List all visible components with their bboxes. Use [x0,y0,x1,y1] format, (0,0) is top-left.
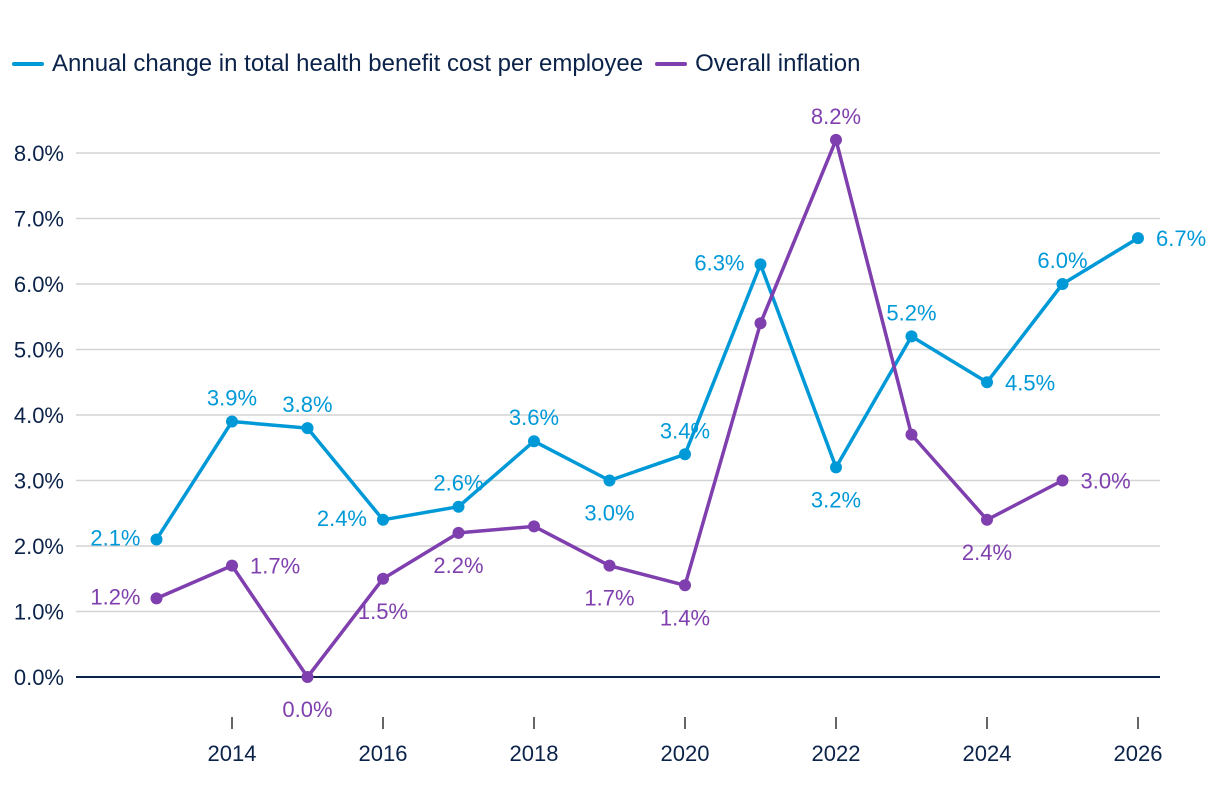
data-label-health-cost: 3.8% [282,392,332,417]
x-axis: 2014 2016 2018 2020 2022 2024 2026 [208,717,1163,766]
data-point-inflation [1056,474,1069,487]
data-point-health-cost [679,448,691,461]
data-point-inflation [905,428,918,441]
data-label-inflation: 3.0% [1081,469,1131,494]
y-tick-label: 4.0% [14,403,64,428]
data-point-inflation [981,513,993,526]
data-point-inflation [301,671,314,683]
data-point-inflation [603,559,616,572]
data-point-inflation [754,317,767,330]
data-label-health-cost: 2.4% [317,506,367,531]
y-tick-label: 6.0% [14,272,64,297]
data-label-inflation: 2.4% [962,540,1012,565]
data-label-inflation: 1.7% [250,554,300,579]
data-label-health-cost: 6.0% [1037,248,1087,273]
x-tick-label: 2026 [1114,741,1163,766]
y-tick-label: 7.0% [14,207,64,232]
data-point-inflation [150,592,163,605]
data-point-health-cost [981,376,993,389]
data-label-health-cost: 2.6% [433,471,483,496]
data-point-health-cost [905,330,918,343]
data-label-inflation: 8.2% [811,104,861,129]
data-label-inflation: 1.7% [584,586,634,611]
data-point-health-cost [452,500,465,513]
y-tick-label: 1.0% [14,600,64,625]
data-point-inflation [377,572,389,585]
legend-swatch-health-cost [12,62,44,66]
x-tick-label: 2018 [510,741,559,766]
legend-item-inflation[interactable]: Overall inflation [655,50,861,78]
data-point-health-cost [1132,232,1144,245]
x-tick-label: 2016 [359,741,408,766]
legend-label-inflation: Overall inflation [695,50,861,77]
data-label-health-cost: 2.1% [90,525,140,550]
y-tick-label: 0.0% [14,665,64,690]
series-line-health-cost [154,236,1140,542]
data-point-health-cost [1056,278,1069,290]
data-point-health-cost [150,533,163,546]
series-layer [150,133,1144,683]
data-label-health-cost: 3.6% [509,405,559,430]
data-point-inflation [830,133,842,146]
data-label-inflation: 0.0% [282,697,332,722]
data-point-health-cost [754,258,767,271]
data-label-health-cost: 4.5% [1005,370,1055,395]
y-tick-label: 5.0% [14,338,64,363]
y-axis: 0.0% 1.0% 2.0% 3.0% 4.0% 5.0% 6.0% 7.0% 8.0% [14,141,64,690]
data-label-inflation: 2.2% [433,553,483,578]
data-label-inflation: 1.5% [358,599,408,624]
legend: Annual change in total health benefit co… [12,48,873,80]
data-label-health-cost: 3.0% [584,501,634,526]
x-tick-label: 2014 [208,741,257,766]
y-tick-label: 3.0% [14,469,64,494]
legend-label-health-cost: Annual change in total health benefit co… [52,50,644,77]
data-point-health-cost [226,415,238,428]
x-tick-label: 2022 [812,741,861,766]
data-point-inflation [679,579,691,592]
data-point-inflation [452,526,465,539]
data-label-health-cost: 5.2% [886,300,936,325]
data-label-health-cost: 3.4% [660,418,710,443]
data-label-health-cost: 3.2% [811,487,861,512]
data-point-health-cost [377,513,389,526]
y-tick-label: 2.0% [14,534,64,559]
x-tick-label: 2024 [963,741,1012,766]
data-point-health-cost [603,474,616,487]
data-label-inflation: 1.4% [660,605,710,630]
data-label-inflation: 1.2% [90,584,140,609]
y-tick-label: 8.0% [14,141,64,166]
legend-item-health-cost[interactable]: Annual change in total health benefit co… [12,50,643,78]
legend-swatch-inflation [655,62,688,66]
data-label-health-cost: 6.7% [1156,226,1206,251]
data-label-health-cost: 6.3% [694,250,744,275]
x-tick-label: 2020 [661,741,710,766]
data-point-health-cost [528,435,540,448]
data-point-health-cost [301,422,314,435]
data-point-inflation [226,559,238,572]
gridlines [76,152,1160,678]
data-labels: 2.1% 3.9% 3.8% 2.4% 2.6% 3.6% 3.0% 3.4% 6.3% 3.2%… [90,104,1206,722]
data-point-inflation [528,520,540,533]
data-label-health-cost: 3.9% [207,386,257,411]
data-point-health-cost [830,461,842,474]
